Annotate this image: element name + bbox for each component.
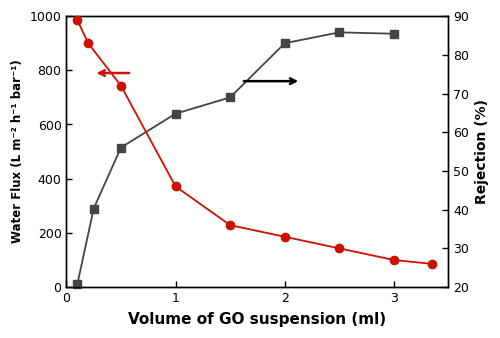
Y-axis label: Rejection (%): Rejection (%) <box>475 99 489 204</box>
Y-axis label: Water Flux (L m⁻² h⁻¹ bar⁻¹): Water Flux (L m⁻² h⁻¹ bar⁻¹) <box>11 60 24 243</box>
X-axis label: Volume of GO suspension (ml): Volume of GO suspension (ml) <box>128 312 386 327</box>
